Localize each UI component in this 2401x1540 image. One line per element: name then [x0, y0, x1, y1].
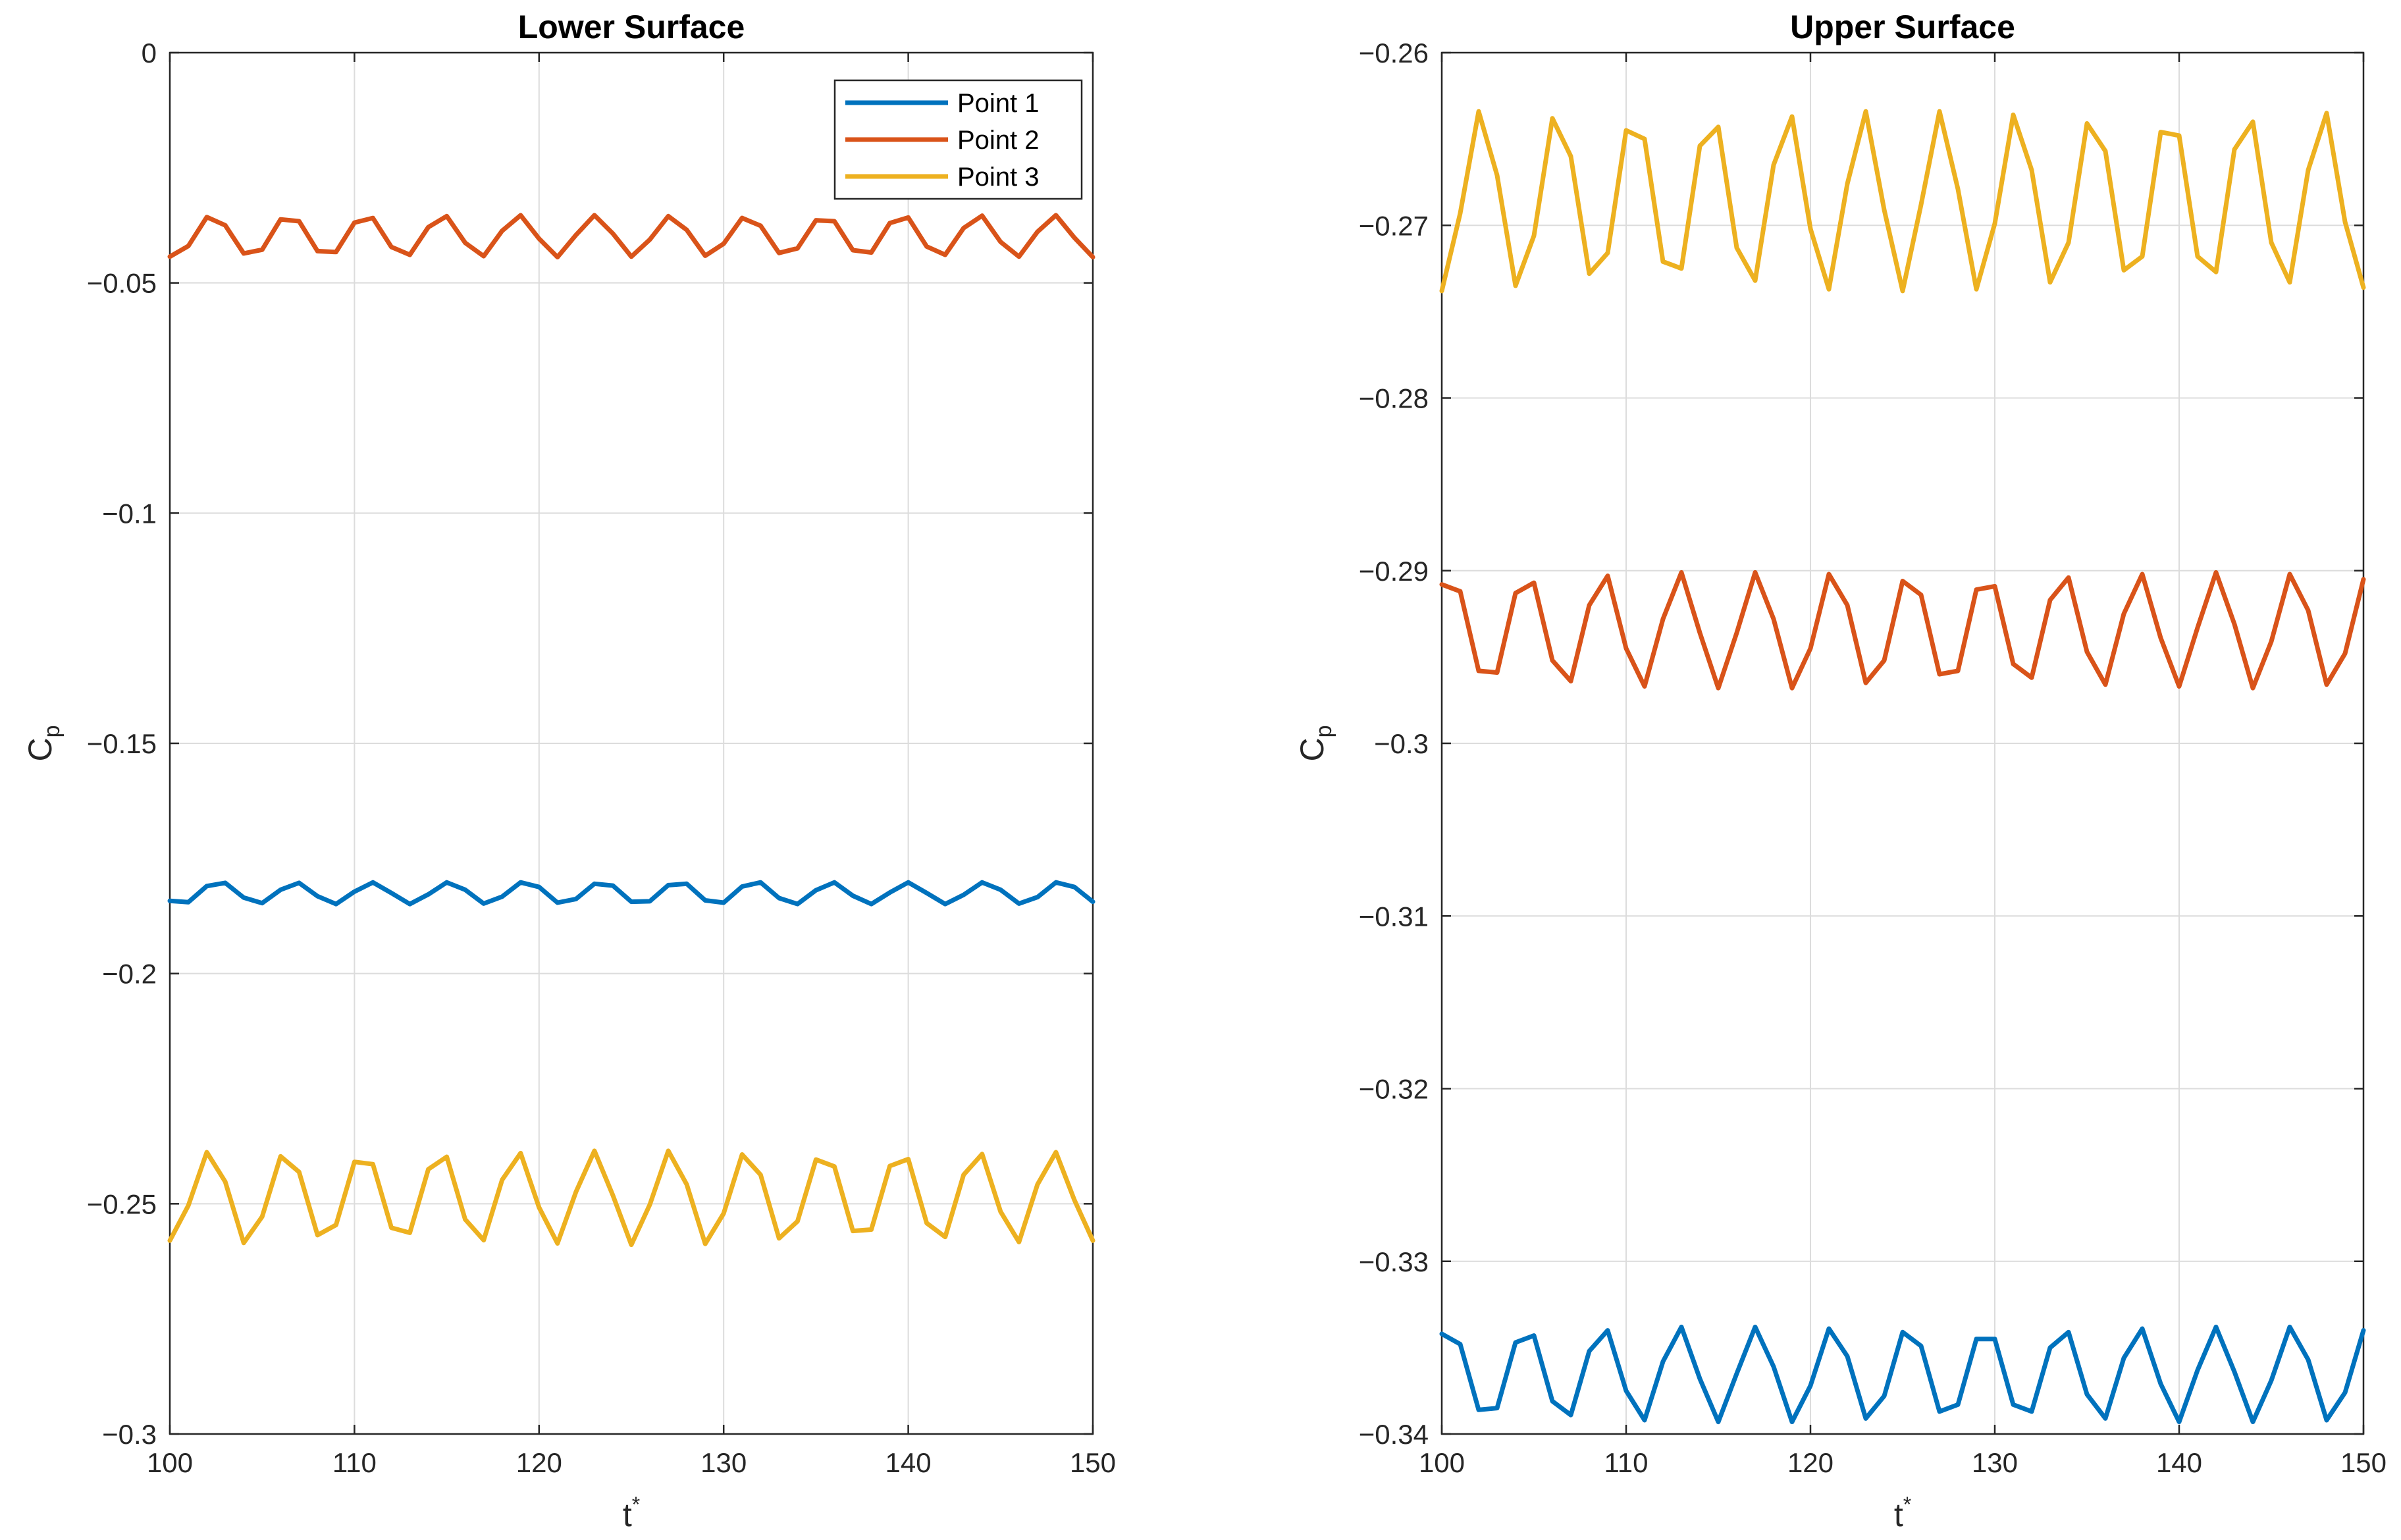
legend-entry-point-1: Point 1 — [957, 89, 1040, 118]
upper-surface-x-tick-label: 150 — [2340, 1447, 2387, 1478]
lower-surface-y-tick-label: 0 — [142, 38, 157, 68]
upper-surface-series — [1439, 109, 2366, 1425]
upper-surface-series-point-2 — [1439, 570, 2366, 691]
upper-surface-x-axis-label: t* — [1894, 1493, 1911, 1533]
lower-surface-panel: 100 110 120 130 140 150 −0.3 −0.25 −0.2 −0.15 −0.1… — [22, 9, 1116, 1533]
upper-surface-y-tick-label: −0.31 — [1359, 901, 1429, 932]
upper-surface-y-tick-label: −0.32 — [1359, 1074, 1429, 1105]
lower-surface-x-tick-label: 130 — [700, 1447, 747, 1478]
lower-surface-y-axis-label-sub: p — [40, 725, 65, 737]
upper-surface-y-tick-label: −0.33 — [1359, 1246, 1429, 1277]
upper-surface-title: Upper Surface — [1790, 9, 2015, 45]
lower-surface-ticks: 100 110 120 130 140 150 −0.3 −0.25 −0.2 −0.15 −0.1… — [87, 38, 1116, 1478]
upper-surface-y-axis-label-sub: p — [1311, 725, 1336, 737]
lower-surface-title: Lower Surface — [518, 9, 745, 45]
upper-surface-y-axis-label-main: C — [1294, 737, 1331, 761]
upper-surface-x-axis-label-main: t — [1894, 1497, 1903, 1533]
lower-surface-y-tick-label: −0.15 — [87, 728, 157, 759]
legend-entry-point-3: Point 3 — [957, 163, 1040, 192]
lower-surface-series — [167, 213, 1095, 1248]
lower-surface-x-tick-label: 110 — [332, 1447, 377, 1478]
lower-surface-y-tick-label: −0.25 — [87, 1188, 157, 1219]
upper-surface-y-tick-label: −0.27 — [1359, 210, 1429, 241]
lower-surface-y-tick-label: −0.3 — [102, 1419, 157, 1450]
upper-surface-y-axis-label: Cp — [1294, 725, 1336, 761]
upper-surface-y-tick-label: −0.34 — [1359, 1419, 1429, 1450]
upper-surface-ticks: 100 110 120 130 140 150 −0.34 −0.33 −0.32 −0.31 −0… — [1359, 38, 2387, 1478]
lower-surface-series-point-3 — [167, 1148, 1095, 1248]
lower-surface-y-axis-label-main: C — [22, 737, 59, 761]
upper-surface-series-point-1 — [1439, 1324, 2366, 1425]
lower-surface-y-tick-label: −0.2 — [102, 959, 157, 990]
upper-surface-x-axis-label-sup: * — [1903, 1493, 1911, 1516]
lower-surface-y-tick-label: −0.05 — [87, 268, 157, 299]
upper-surface-x-tick-label: 140 — [2156, 1447, 2202, 1478]
lower-surface-y-axis-label: Cp — [22, 725, 65, 761]
lower-surface-x-axis-label-main: t — [623, 1497, 632, 1533]
upper-surface-y-tick-label: −0.26 — [1359, 38, 1429, 68]
lower-surface-x-tick-label: 100 — [147, 1447, 193, 1478]
upper-surface-y-tick-label: −0.29 — [1359, 556, 1429, 587]
upper-surface-y-tick-label: −0.3 — [1374, 728, 1429, 759]
lower-surface-series-point-1 — [167, 880, 1095, 907]
upper-surface-panel: 100 110 120 130 140 150 −0.34 −0.33 −0.32 −0.31 −0… — [1294, 9, 2387, 1533]
lower-surface-x-tick-label: 140 — [885, 1447, 932, 1478]
upper-surface-x-tick-label: 130 — [1972, 1447, 2018, 1478]
upper-surface-x-tick-label: 120 — [1787, 1447, 1834, 1478]
lower-surface-grid — [169, 52, 1094, 1435]
lower-surface-x-tick-label: 150 — [1070, 1447, 1116, 1478]
upper-surface-series-point-3 — [1439, 109, 2366, 294]
upper-surface-x-tick-label: 110 — [1604, 1447, 1649, 1478]
lower-surface-series-point-2 — [167, 213, 1095, 259]
lower-surface-y-tick-label: −0.1 — [102, 498, 157, 529]
upper-surface-y-tick-label: −0.28 — [1359, 383, 1429, 414]
legend-entry-point-2: Point 2 — [957, 126, 1040, 155]
upper-surface-x-tick-label: 100 — [1419, 1447, 1465, 1478]
lower-surface-x-axis-label-sup: * — [632, 1493, 640, 1516]
lower-surface-x-tick-label: 120 — [516, 1447, 562, 1478]
lower-surface-x-axis-label: t* — [623, 1493, 640, 1533]
legend: Point 1 Point 2 Point 3 — [833, 79, 1083, 200]
